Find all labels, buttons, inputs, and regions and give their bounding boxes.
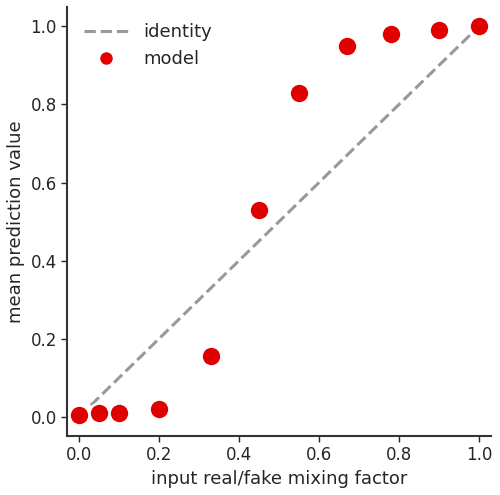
Point — [255, 206, 263, 214]
Point — [343, 42, 351, 50]
Point — [475, 22, 483, 30]
X-axis label: input real/fake mixing factor: input real/fake mixing factor — [151, 470, 407, 488]
Point — [76, 411, 84, 419]
Point — [96, 409, 104, 417]
Point — [255, 206, 263, 214]
Point — [207, 352, 215, 360]
Y-axis label: mean prediction value: mean prediction value — [7, 120, 25, 323]
Point — [207, 352, 215, 360]
Point — [115, 409, 123, 417]
Point — [155, 405, 163, 413]
Point — [475, 22, 483, 30]
Point — [76, 411, 84, 419]
Point — [387, 30, 395, 38]
Point — [115, 409, 123, 417]
Point — [343, 42, 351, 50]
Point — [295, 89, 303, 97]
Point — [295, 89, 303, 97]
Point — [435, 26, 443, 34]
Legend: identity, model: identity, model — [76, 16, 219, 75]
Point — [435, 26, 443, 34]
Point — [96, 409, 104, 417]
Point — [155, 405, 163, 413]
Point — [387, 30, 395, 38]
